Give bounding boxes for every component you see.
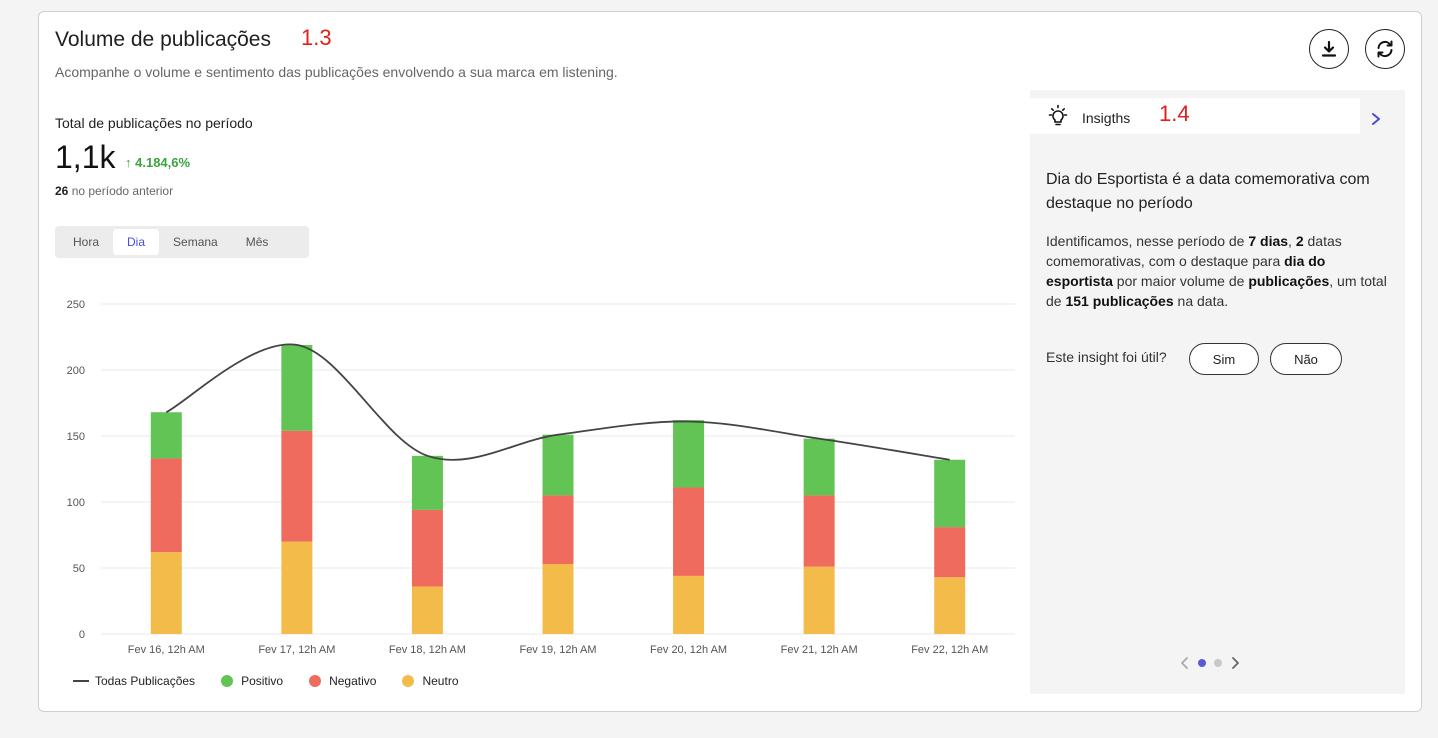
- bar-neutro: [411, 586, 443, 634]
- y-tick-label: 50: [73, 563, 85, 575]
- insights-annotation: 1.4: [1159, 101, 1190, 126]
- refresh-icon: [1377, 40, 1393, 58]
- bar-negativo: [934, 527, 966, 578]
- chart-legend: Todas Publicações Positivo Negativo Neut…: [73, 674, 485, 688]
- legend-item-total[interactable]: Todas Publicações: [73, 674, 195, 688]
- kpi-value: 1,1k: [55, 139, 116, 175]
- legend-dot-positivo: [221, 675, 234, 687]
- download-icon: [1321, 40, 1337, 57]
- y-tick-label: 200: [67, 365, 85, 377]
- legend-item-neutro[interactable]: Neutro: [402, 674, 459, 688]
- useful-question: Este insight foi útil?: [1046, 349, 1167, 365]
- bar-negativo: [411, 509, 443, 587]
- bar-neutro: [281, 541, 313, 634]
- insight-text: Identificamos, nesse período de 7 dias, …: [1046, 233, 1387, 309]
- kpi-delta: ↑ 4.184,6%: [125, 155, 190, 170]
- insights-pager: [1180, 656, 1240, 670]
- granularity-hora[interactable]: Hora: [73, 235, 100, 249]
- bar-positivo: [542, 434, 574, 496]
- x-tick-label: Fev 18, 12h AM: [389, 644, 466, 656]
- lightbulb-icon: [1048, 104, 1068, 126]
- card-title: Volume de publicações: [55, 28, 271, 51]
- annotation-label: 1.3: [301, 25, 332, 50]
- no-button[interactable]: Não: [1270, 343, 1342, 375]
- y-tick-label: 100: [67, 497, 85, 509]
- x-tick-label: Fev 17, 12h AM: [258, 644, 335, 656]
- chevron-right-icon[interactable]: [1370, 112, 1382, 126]
- bar-neutro: [542, 564, 574, 634]
- kpi-label: Total de publicações no período: [55, 115, 253, 131]
- bar-positivo: [803, 438, 835, 496]
- insights-panel: Insigths 1.4 Dia do Esportista é a data …: [1030, 90, 1405, 694]
- bar-neutro: [803, 566, 835, 634]
- legend-label-neutro: Neutro: [422, 674, 459, 688]
- granularity-dia[interactable]: Dia: [113, 229, 160, 255]
- bar-negativo: [150, 458, 182, 553]
- y-tick-label: 0: [79, 629, 85, 641]
- legend-item-negativo[interactable]: Negativo: [309, 674, 376, 688]
- bar-positivo: [934, 459, 966, 528]
- granularity-mes[interactable]: Mês: [245, 235, 269, 249]
- kpi-previous-count: 26: [55, 184, 69, 198]
- legend-dot-neutro: [402, 675, 415, 687]
- bar-negativo: [281, 430, 313, 542]
- x-tick-label: Fev 21, 12h AM: [781, 644, 858, 656]
- legend-label-positivo: Positivo: [241, 674, 284, 688]
- kpi-previous-text: no período anterior: [71, 184, 174, 198]
- insights-title: Insigths: [1082, 110, 1131, 126]
- bar-positivo: [281, 344, 313, 431]
- insight-heading: Dia do Esportista é a data comemorativa …: [1046, 171, 1370, 212]
- y-tick-label: 250: [67, 299, 85, 311]
- kpi-previous: 26 no período anterior: [55, 184, 173, 198]
- card-subtitle: Acompanhe o volume e sentimento das publ…: [55, 64, 618, 80]
- arrow-up-icon: ↑: [125, 155, 132, 170]
- refresh-button[interactable]: [1365, 29, 1405, 69]
- chevron-left-icon[interactable]: [1180, 656, 1190, 670]
- bar-neutro: [934, 577, 966, 634]
- pager-dot-active[interactable]: [1198, 659, 1206, 667]
- legend-item-positivo[interactable]: Positivo: [221, 674, 283, 688]
- bar-positivo: [673, 420, 705, 488]
- bar-negativo: [673, 487, 705, 576]
- download-button[interactable]: [1309, 29, 1349, 69]
- publication-volume-card: Volume de publicações 1.3 Acompanhe o vo…: [38, 11, 1422, 712]
- line-series-total: [165, 343, 950, 461]
- bar-positivo: [150, 412, 182, 459]
- legend-dot-negativo: [309, 675, 322, 687]
- granularity-semana[interactable]: Semana: [173, 235, 218, 249]
- chevron-right-icon[interactable]: [1230, 656, 1240, 670]
- insights-header: [1030, 98, 1360, 134]
- bar-negativo: [803, 495, 835, 567]
- pager-dot[interactable]: [1214, 659, 1222, 667]
- legend-line-swatch: [73, 680, 89, 682]
- bar-negativo: [542, 495, 574, 565]
- bar-neutro: [150, 552, 182, 634]
- yes-button[interactable]: Sim: [1189, 343, 1259, 375]
- bar-positivo: [411, 455, 443, 510]
- x-tick-label: Fev 22, 12h AM: [911, 644, 988, 656]
- x-tick-label: Fev 20, 12h AM: [650, 644, 727, 656]
- kpi-delta-value: 4.184,6%: [135, 155, 191, 170]
- legend-label-negativo: Negativo: [329, 674, 377, 688]
- x-tick-label: Fev 19, 12h AM: [519, 644, 596, 656]
- granularity-selector: Hora Dia Semana Mês: [55, 226, 309, 258]
- legend-label-total: Todas Publicações: [95, 674, 196, 688]
- y-tick-label: 150: [67, 431, 85, 443]
- bar-neutro: [673, 575, 705, 634]
- x-tick-label: Fev 16, 12h AM: [128, 644, 205, 656]
- volume-chart: 0 50 100 150 200 250 Fev 16, 12h AM Fev 17, 12h…: [67, 299, 1015, 656]
